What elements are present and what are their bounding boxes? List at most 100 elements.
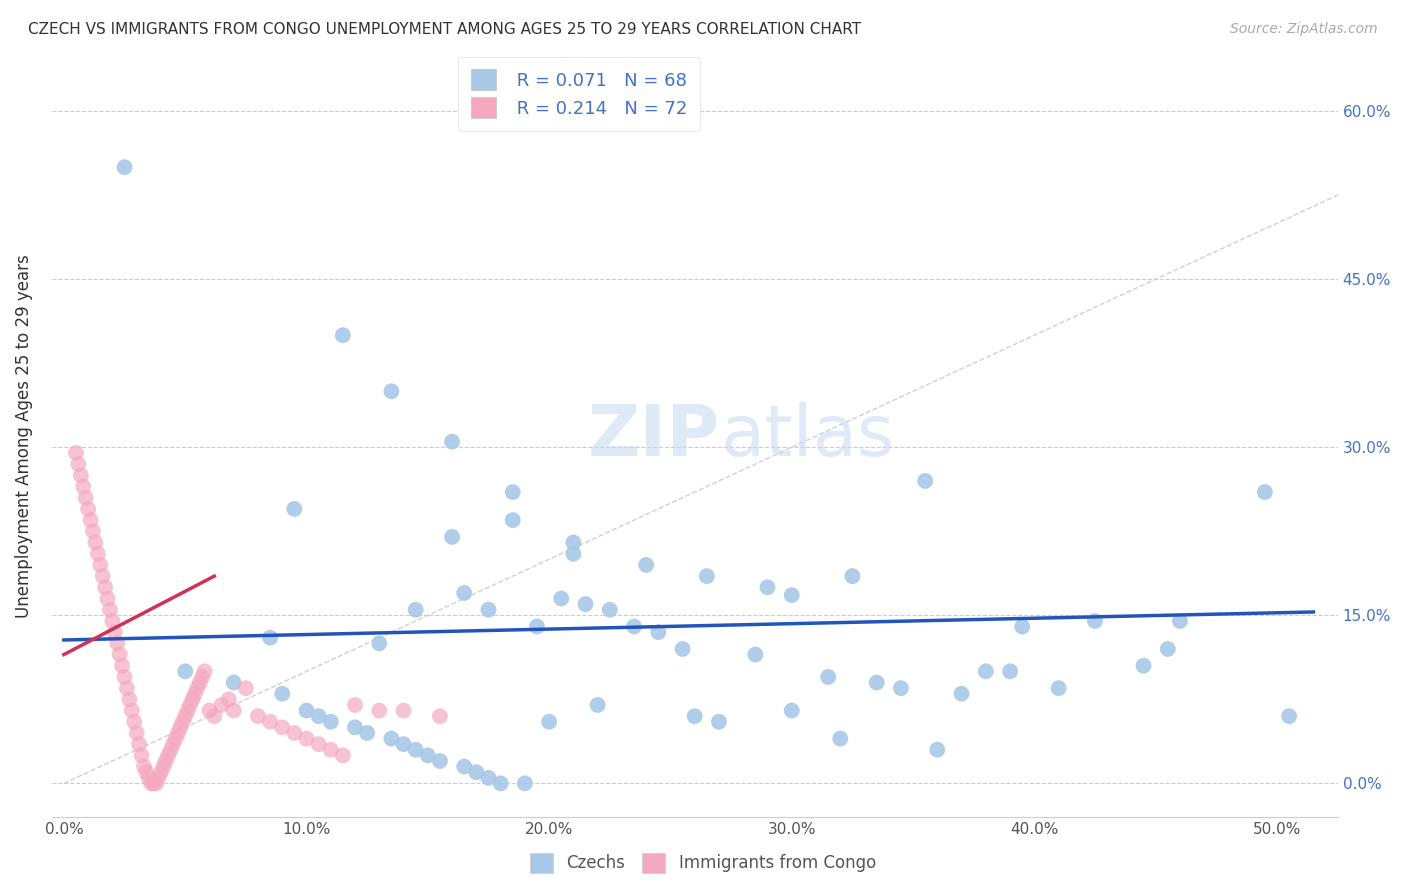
Point — [356, 726, 378, 740]
Point — [429, 709, 451, 723]
Point — [84, 535, 107, 549]
Point — [188, 675, 211, 690]
Point — [72, 479, 94, 493]
Point — [562, 535, 585, 549]
Point — [114, 160, 136, 174]
Text: Source: ZipAtlas.com: Source: ZipAtlas.com — [1230, 22, 1378, 37]
Point — [77, 502, 100, 516]
Point — [405, 743, 427, 757]
Point — [65, 446, 87, 460]
Point — [489, 776, 512, 790]
Point — [118, 692, 141, 706]
Point — [344, 720, 367, 734]
Point — [368, 636, 391, 650]
Point — [186, 681, 208, 695]
Point — [780, 704, 803, 718]
Point — [259, 631, 281, 645]
Point — [1254, 485, 1277, 500]
Point — [169, 720, 191, 734]
Point — [283, 502, 305, 516]
Point — [817, 670, 839, 684]
Y-axis label: Unemployment Among Ages 25 to 29 years: Unemployment Among Ages 25 to 29 years — [15, 254, 32, 618]
Point — [79, 513, 101, 527]
Point — [181, 692, 204, 706]
Point — [526, 619, 548, 633]
Point — [890, 681, 912, 695]
Point — [111, 658, 134, 673]
Point — [332, 748, 354, 763]
Point — [104, 625, 127, 640]
Point — [91, 569, 114, 583]
Point — [259, 714, 281, 729]
Point — [380, 731, 402, 746]
Point — [562, 547, 585, 561]
Point — [271, 720, 294, 734]
Point — [744, 648, 766, 662]
Point — [67, 457, 90, 471]
Point — [927, 743, 949, 757]
Point — [1011, 619, 1033, 633]
Point — [1084, 614, 1107, 628]
Point — [152, 759, 174, 773]
Point — [866, 675, 889, 690]
Point — [115, 681, 138, 695]
Point — [167, 726, 190, 740]
Point — [128, 737, 150, 751]
Point — [121, 704, 143, 718]
Point — [96, 591, 118, 606]
Point — [174, 665, 197, 679]
Point — [974, 665, 997, 679]
Point — [271, 687, 294, 701]
Point — [671, 642, 693, 657]
Point — [1168, 614, 1191, 628]
Point — [1047, 681, 1070, 695]
Point — [174, 709, 197, 723]
Point — [453, 759, 475, 773]
Point — [636, 558, 658, 572]
Point — [75, 491, 97, 505]
Point — [125, 726, 148, 740]
Point — [416, 748, 439, 763]
Point — [830, 731, 852, 746]
Point — [172, 714, 194, 729]
Point — [308, 737, 330, 751]
Point — [122, 714, 145, 729]
Point — [131, 748, 153, 763]
Point — [1157, 642, 1180, 657]
Point — [319, 714, 342, 729]
Point — [246, 709, 269, 723]
Point — [222, 675, 245, 690]
Point — [441, 434, 464, 449]
Point — [159, 743, 181, 757]
Point — [222, 704, 245, 718]
Point — [105, 636, 128, 650]
Point — [405, 603, 427, 617]
Point — [599, 603, 621, 617]
Point — [184, 687, 207, 701]
Point — [70, 468, 93, 483]
Point — [453, 586, 475, 600]
Point — [319, 743, 342, 757]
Point — [157, 748, 180, 763]
Point — [101, 614, 124, 628]
Point — [696, 569, 718, 583]
Point — [165, 731, 187, 746]
Text: ZIP: ZIP — [588, 401, 720, 471]
Point — [132, 759, 155, 773]
Point — [82, 524, 104, 539]
Point — [1278, 709, 1301, 723]
Point — [202, 709, 225, 723]
Point — [135, 765, 157, 780]
Point — [114, 670, 136, 684]
Point — [502, 513, 524, 527]
Point — [295, 704, 318, 718]
Point — [841, 569, 863, 583]
Point — [179, 698, 201, 712]
Point — [574, 597, 596, 611]
Point — [308, 709, 330, 723]
Point — [332, 328, 354, 343]
Point — [1132, 658, 1154, 673]
Point — [586, 698, 609, 712]
Point — [780, 588, 803, 602]
Point — [162, 737, 184, 751]
